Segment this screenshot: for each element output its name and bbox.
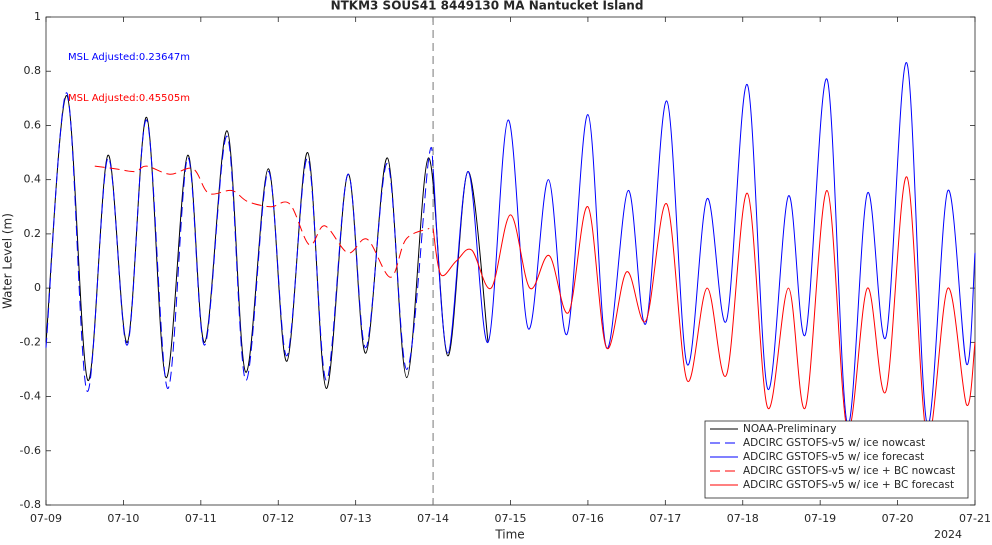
- y-tick-label: -0.4: [20, 390, 41, 403]
- y-tick-label: -0.2: [20, 335, 41, 348]
- series-line: [432, 176, 976, 440]
- legend-label: NOAA-Preliminary: [743, 423, 836, 435]
- series-line: [94, 165, 430, 278]
- x-tick-label: 07-21: [959, 512, 991, 525]
- annotation: MSL Adjusted:0.45505m: [68, 93, 190, 104]
- x-tick-label: 07-09: [30, 512, 62, 525]
- series-line: [45, 92, 434, 392]
- y-tick-label: 0: [34, 281, 41, 294]
- x-tick-label: 07-17: [649, 512, 681, 525]
- year-label: 2024: [934, 528, 962, 541]
- x-tick-label: 07-18: [727, 512, 759, 525]
- annotation: MSL Adjusted:0.23647m: [68, 52, 190, 63]
- y-tick-label: 1: [34, 10, 41, 23]
- x-tick-label: 07-11: [185, 512, 217, 525]
- x-tick-label: 07-13: [340, 512, 372, 525]
- legend-label: ADCIRC GSTOFS-v5 w/ ice nowcast: [743, 437, 925, 449]
- x-axis-label: Time: [494, 528, 524, 542]
- y-tick-label: -0.8: [20, 498, 41, 511]
- x-tick-label: 07-12: [262, 512, 294, 525]
- x-tick-label: 07-15: [495, 512, 527, 525]
- y-tick-label: 0.8: [24, 64, 42, 77]
- x-tick-label: 07-19: [804, 512, 836, 525]
- legend-label: ADCIRC GSTOFS-v5 w/ ice + BC forecast: [743, 479, 954, 491]
- x-tick-label: 07-14: [417, 512, 449, 525]
- y-tick-label: 0.2: [24, 227, 42, 240]
- y-tick-label: -0.6: [20, 444, 41, 457]
- legend-label: ADCIRC GSTOFS-v5 w/ ice + BC nowcast: [743, 465, 955, 477]
- y-tick-label: 0.6: [24, 118, 42, 131]
- series-line: [432, 62, 976, 426]
- x-tick-label: 07-16: [572, 512, 604, 525]
- x-tick-label: 07-20: [882, 512, 914, 525]
- y-axis-label: Water Level (m): [1, 213, 15, 309]
- x-tick-label: 07-10: [107, 512, 139, 525]
- legend-label: ADCIRC GSTOFS-v5 w/ ice forecast: [743, 451, 924, 463]
- legend-box: [704, 420, 969, 499]
- chart-title: NTKM3 SOUS41 8449130 MA Nantucket Island: [331, 0, 644, 13]
- y-tick-label: 0.4: [24, 173, 42, 186]
